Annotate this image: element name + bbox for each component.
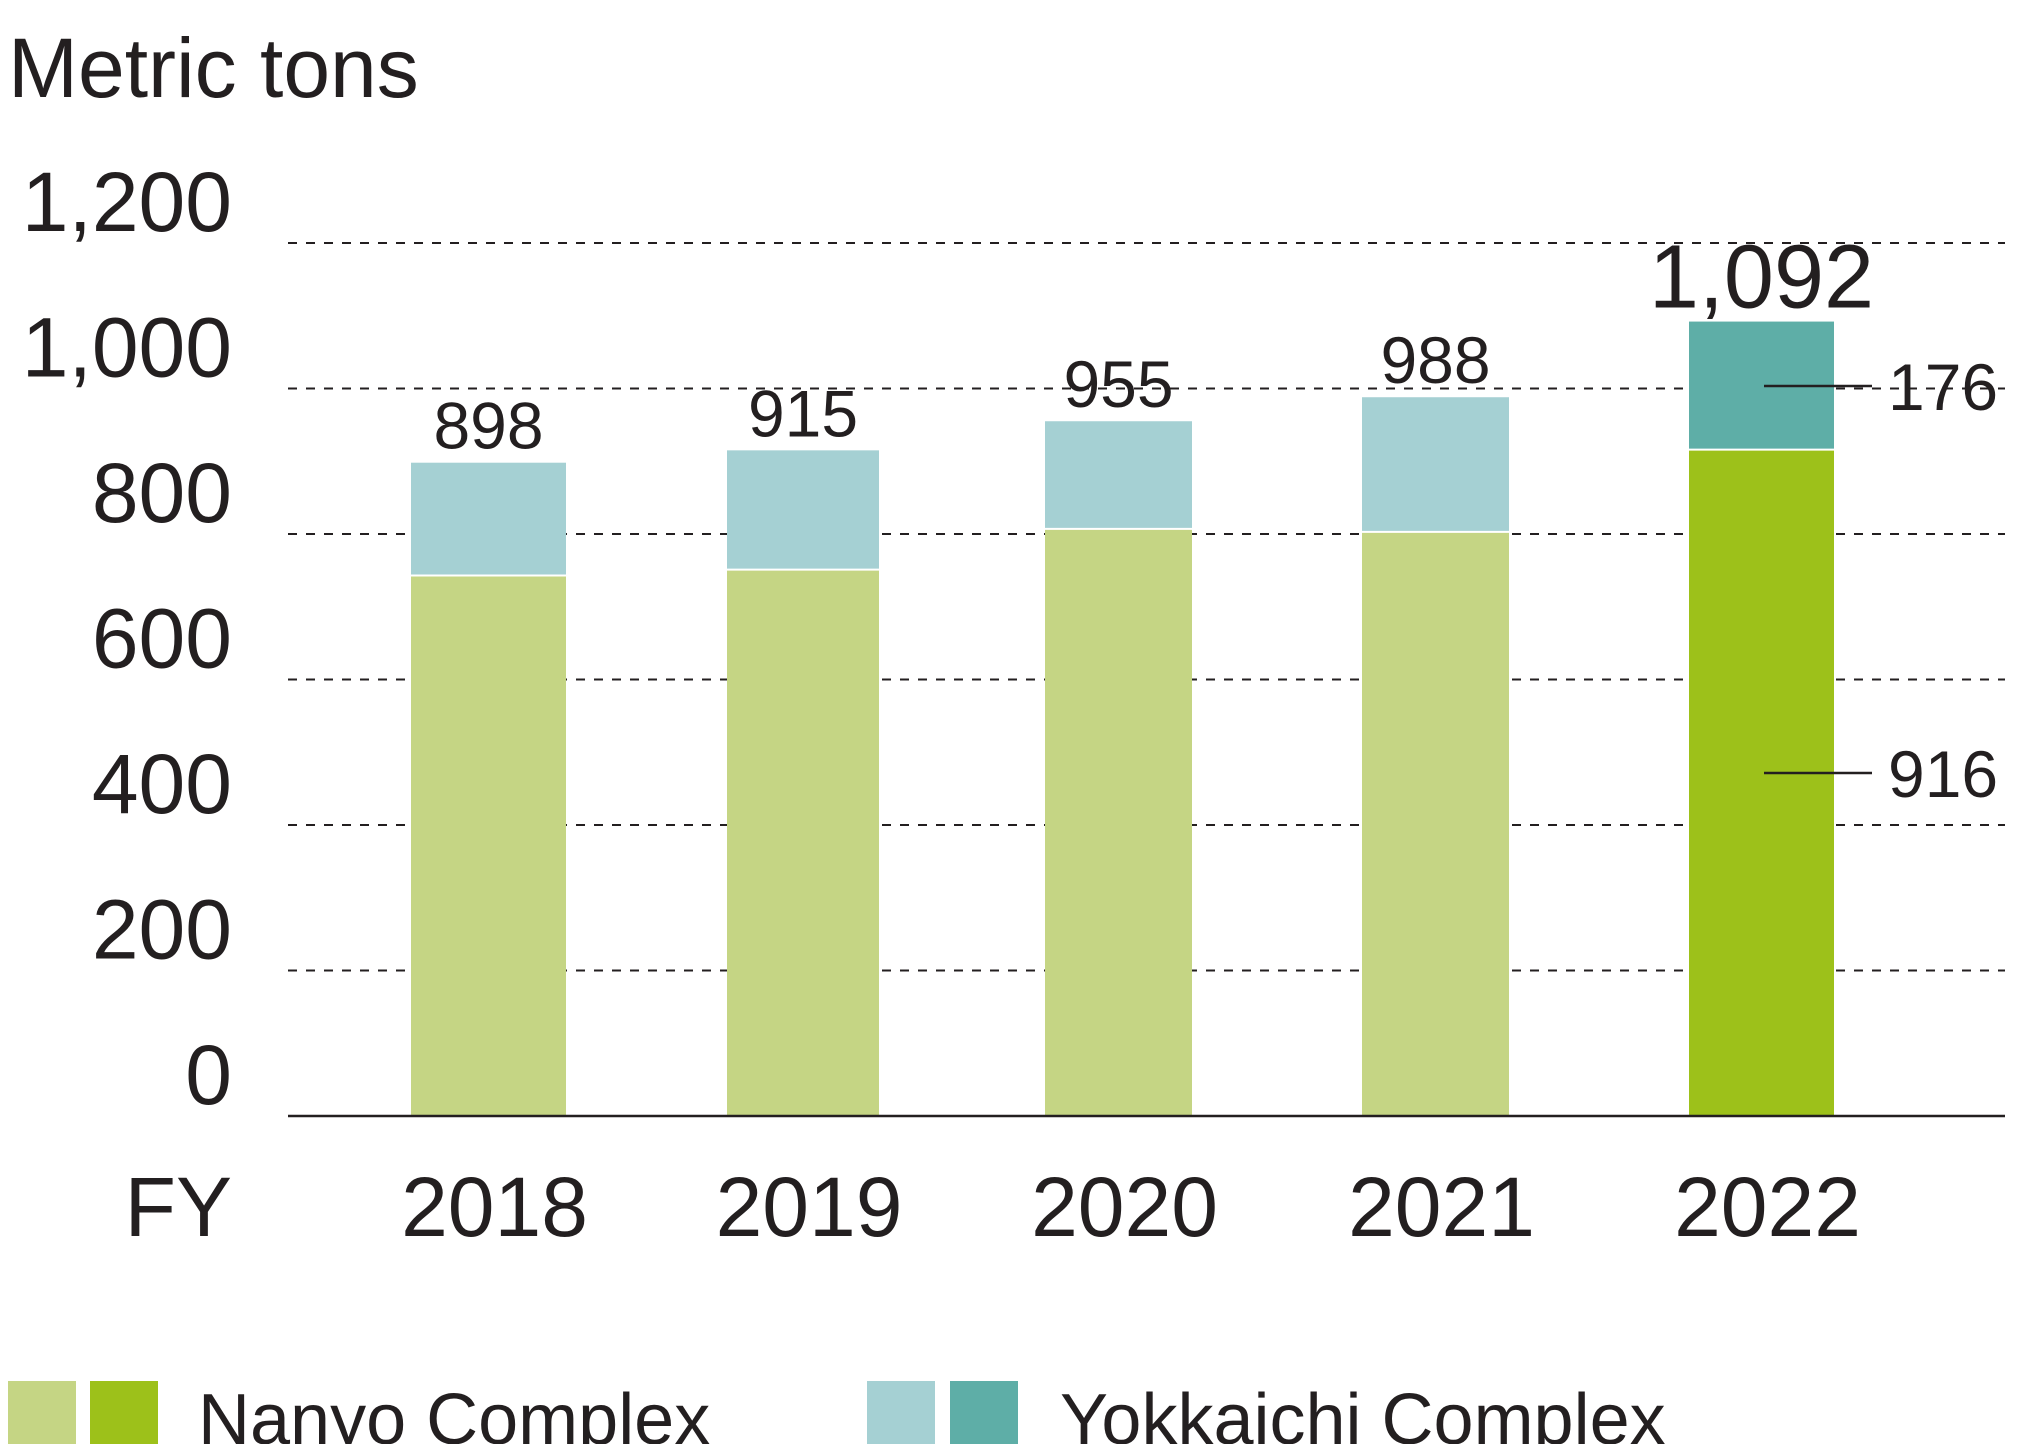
legend-label: Nanyo Complex (198, 1380, 710, 1444)
bar-nanyo-2020 (1045, 528, 1192, 1116)
y-axis-ticks: 0 200 400 600 800 1,000 1,200 (22, 155, 232, 1122)
bar-nanyo-2018 (411, 575, 566, 1116)
x-tick-label: 2020 (1031, 1160, 1218, 1254)
y-tick-label: 800 (92, 446, 232, 540)
x-tick-label: 2021 (1348, 1160, 1535, 1254)
x-tick-label: 2018 (401, 1160, 588, 1254)
total-label: 988 (1380, 323, 1490, 397)
bar-yokkaichi-2021 (1362, 397, 1509, 532)
y-tick-label: 200 (92, 883, 232, 977)
legend: Nanyo Complex Yokkaichi Complex (8, 1380, 1666, 1444)
bars: 898 915 955 988 1,092 (411, 228, 1874, 1116)
legend-swatch (867, 1381, 935, 1444)
bar-nanyo-2019 (727, 569, 879, 1116)
total-label: 898 (433, 389, 543, 463)
y-tick-label: 1,000 (22, 301, 232, 395)
legend-swatch (8, 1381, 76, 1444)
bar-yokkaichi-2020 (1045, 421, 1192, 529)
legend-swatch (950, 1381, 1018, 1444)
x-axis-title: FY (125, 1160, 232, 1254)
y-axis-title: Metric tons (8, 21, 419, 115)
total-label: 1,092 (1649, 228, 1874, 328)
y-tick-label: 0 (185, 1028, 232, 1122)
bar-yokkaichi-2019 (727, 450, 879, 570)
y-tick-label: 1,200 (22, 155, 232, 249)
bar-yokkaichi-2018 (411, 462, 566, 576)
annotations: 176 916 (1764, 350, 1998, 811)
y-tick-label: 600 (92, 592, 232, 686)
y-tick-label: 400 (92, 737, 232, 831)
legend-swatch (90, 1381, 158, 1444)
annotation-label: 916 (1888, 737, 1998, 811)
annotation-label: 176 (1888, 350, 1998, 424)
x-axis-ticks: 2018 2019 2020 2021 2022 (401, 1160, 1861, 1254)
total-label: 955 (1063, 347, 1173, 421)
x-tick-label: 2022 (1674, 1160, 1861, 1254)
legend-label: Yokkaichi Complex (1060, 1380, 1666, 1444)
total-label: 915 (748, 376, 858, 450)
x-tick-label: 2019 (716, 1160, 903, 1254)
bar-nanyo-2022 (1689, 449, 1834, 1116)
bar-nanyo-2021 (1362, 531, 1509, 1116)
